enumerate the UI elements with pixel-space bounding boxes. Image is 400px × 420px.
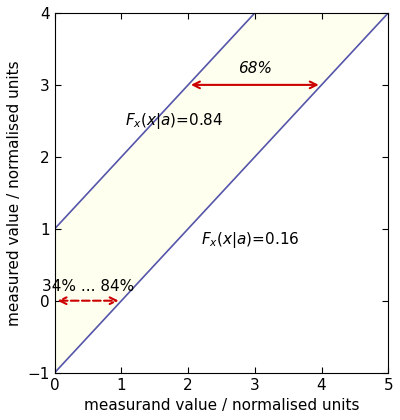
Y-axis label: measured value / normalised units: measured value / normalised units <box>7 60 22 326</box>
Polygon shape <box>55 13 388 373</box>
Text: 34% ... 84%: 34% ... 84% <box>42 278 134 294</box>
Text: $F_x(x|a)$=0.16: $F_x(x|a)$=0.16 <box>202 230 300 249</box>
X-axis label: measurand value / normalised units: measurand value / normalised units <box>84 398 359 413</box>
Text: $F_x(x|a)$=0.84: $F_x(x|a)$=0.84 <box>125 111 223 131</box>
Text: 68%: 68% <box>238 61 272 76</box>
